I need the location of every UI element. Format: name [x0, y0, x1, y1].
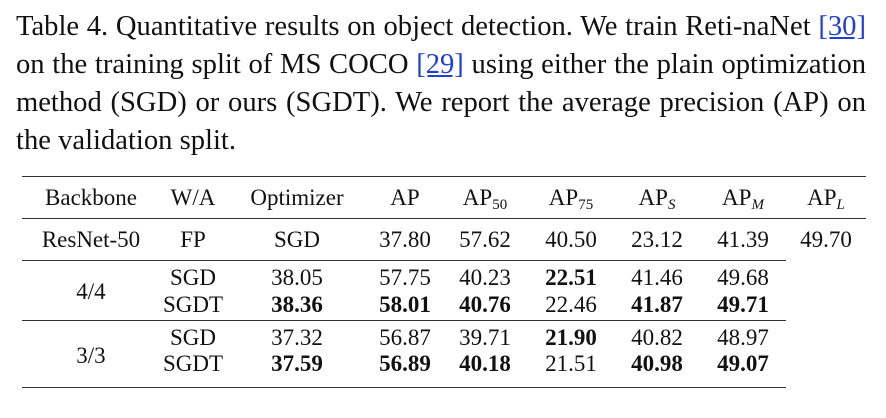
- ap50-cell: 56.89: [368, 350, 442, 388]
- aps-best-value: 22.51: [545, 265, 597, 290]
- caption-text-suffix: using either the plain optimization meth…: [16, 49, 866, 156]
- citation-link-retinanet[interactable]: [30]: [818, 11, 866, 42]
- optimizer-cell: SGDT: [162, 292, 224, 318]
- apl-cell: 49.71: [700, 291, 786, 320]
- results-table: Backbone W/A Optimizer AP AP50 AP75 APS …: [22, 176, 866, 388]
- apl-best-value: 49.07: [717, 350, 769, 376]
- group-4-4: 4/4 SGD 38.05 57.75 40.23 22.51 41.46 49…: [22, 260, 866, 320]
- ap75-cell: 40.50: [545, 226, 597, 252]
- header-apm-sub: M: [751, 196, 764, 213]
- ap75-best-value: 40.76: [459, 292, 511, 318]
- table-caption: Table 4. Quantitative results on object …: [16, 8, 866, 160]
- header-apl-sub: L: [836, 196, 845, 213]
- header-aps-sub: S: [667, 196, 676, 213]
- apl-cell: 49.68: [700, 260, 786, 291]
- table-row: SGDT 38.36 58.01 40.76 22.46 41.87 49.71: [22, 291, 866, 320]
- detection-results-table: Backbone W/A Optimizer AP AP50 AP75 APS …: [22, 176, 866, 388]
- wa-cell: 3/3: [22, 319, 160, 388]
- ap-best-value: 38.36: [271, 292, 323, 318]
- header-apm-base: AP: [722, 184, 752, 210]
- aps-cell: 22.46: [545, 292, 597, 318]
- table-header: Backbone W/A Optimizer AP AP50 AP75 APS …: [22, 176, 866, 219]
- ap50-cell: 56.87: [368, 319, 442, 351]
- apl-cell: 48.97: [700, 319, 786, 351]
- aps-cell: 23.12: [631, 226, 683, 252]
- table-row: 4/4 SGD 38.05 57.75 40.23 22.51 41.46 49…: [22, 260, 866, 320]
- header-apl-base: AP: [807, 184, 837, 210]
- table-row: 3/3 SGD 37.32 56.87 39.71 21.90 40.82 48…: [22, 319, 866, 388]
- header-ap: AP: [368, 176, 442, 219]
- aps-cell: 21.51: [528, 350, 614, 388]
- apm-cell: 40.82: [614, 319, 700, 351]
- table-row: ResNet-50 FP SGD 37.80 57.62 40.50 23.12…: [22, 218, 866, 261]
- apm-cell: 40.98: [614, 350, 700, 388]
- aps-cell: 21.90: [528, 319, 614, 351]
- header-ap50-base: AP: [462, 184, 493, 210]
- ap-cell: 37.32: [226, 319, 368, 351]
- header-apl: APL: [786, 176, 866, 219]
- header-apm: APM: [700, 176, 786, 219]
- header-optimizer: Optimizer: [226, 176, 368, 219]
- ap75-cell: 39.71: [442, 319, 528, 351]
- wa-cell: FP: [180, 226, 206, 252]
- apm-best-value: 40.98: [631, 350, 683, 376]
- header-wa: W/A: [160, 176, 226, 219]
- citation-link-coco[interactable]: [29]: [416, 49, 464, 80]
- apm-cell: 41.39: [717, 226, 769, 252]
- apm-cell: 41.46: [614, 260, 700, 291]
- aps-cell: 22.51: [528, 260, 614, 291]
- group-fp: ResNet-50 FP SGD 37.80 57.62 40.50 23.12…: [22, 218, 866, 261]
- ap-cell: 37.80: [379, 226, 431, 252]
- backbone-cell: ResNet-50: [22, 218, 160, 261]
- apl-cell: 49.07: [700, 350, 786, 388]
- group-3-3: 3/3 SGD 37.32 56.87 39.71 21.90 40.82 48…: [22, 319, 866, 388]
- header-ap75-sub: 75: [578, 196, 594, 213]
- header-backbone: Backbone: [22, 176, 160, 219]
- ap50-cell: 58.01: [368, 291, 442, 320]
- apl-best-value: 49.71: [717, 292, 769, 318]
- ap75-best-value: 40.18: [459, 350, 511, 376]
- ap-cell: 38.05: [226, 260, 368, 291]
- header-ap50: AP50: [442, 176, 528, 219]
- ap75-cell: 40.18: [442, 350, 528, 388]
- header-aps-base: AP: [638, 184, 668, 210]
- ap50-cell: 57.75: [368, 260, 442, 291]
- header-ap50-sub: 50: [492, 196, 508, 213]
- apm-best-value: 41.87: [631, 292, 683, 318]
- ap-cell: 38.36: [226, 291, 368, 320]
- wa-cell: 4/4: [22, 260, 160, 320]
- ap50-best-value: 58.01: [379, 292, 431, 318]
- optimizer-cell: SGD: [273, 226, 320, 252]
- ap-best-value: 37.59: [271, 350, 323, 376]
- header-ap75-base: AP: [548, 184, 579, 210]
- ap-cell: 37.59: [226, 350, 368, 388]
- optimizer-cell: SGD: [160, 260, 226, 291]
- header-ap75: AP75: [528, 176, 614, 219]
- optimizer-cell: SGDT: [160, 350, 226, 388]
- aps-best-value: 21.90: [545, 324, 597, 350]
- header-aps: APS: [614, 176, 700, 219]
- ap75-cell: 40.23: [442, 260, 528, 291]
- header-row: Backbone W/A Optimizer AP AP50 AP75 APS …: [22, 176, 866, 219]
- caption-text-middle: on the training split of MS COCO: [16, 49, 417, 80]
- apl-cell: 49.70: [800, 226, 852, 252]
- table-row: SGDT 37.59 56.89 40.18 21.51 40.98 49.07: [22, 350, 866, 388]
- caption-text-prefix: Table 4. Quantitative results on object …: [16, 11, 819, 42]
- ap50-best-value: 56.89: [379, 350, 431, 376]
- apm-cell: 41.87: [614, 291, 700, 320]
- optimizer-cell: SGD: [160, 319, 226, 351]
- ap75-cell: 40.76: [442, 291, 528, 320]
- ap50-cell: 57.62: [459, 226, 511, 252]
